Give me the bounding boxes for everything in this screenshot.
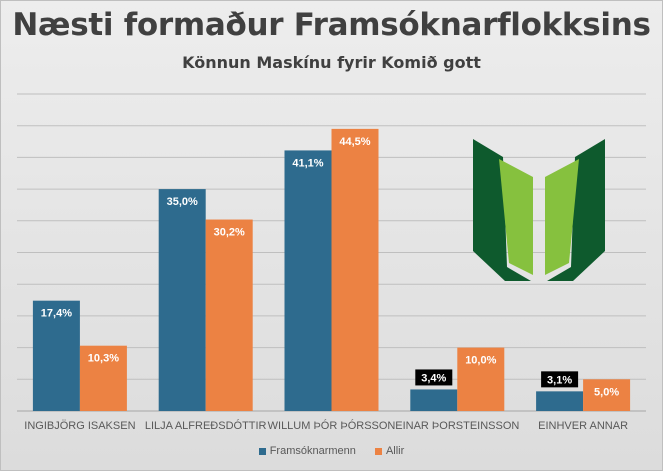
bar-framsoknarmenn (32, 300, 80, 411)
x-tick-label: LILJA ALFREÐSDÓTTIR (145, 419, 267, 432)
bar-framsoknarmenn (536, 391, 584, 411)
data-label: 44,5% (339, 136, 370, 148)
chart-subtitle: Könnun Maskínu fyrir Komið gott (182, 53, 481, 72)
legend: Framsóknarmenn Allir (1, 445, 662, 457)
data-label: 5,0% (594, 386, 619, 398)
data-label: 30,2% (214, 227, 245, 239)
legend-label-allir: Allir (385, 445, 405, 458)
legend-swatch-framsoknarmenn (258, 447, 266, 455)
legend-swatch-allir (374, 447, 382, 455)
chart-title: Næsti formaður Framsóknarflokksins (12, 7, 651, 43)
data-label: 3,4% (421, 372, 446, 384)
bar-allir (457, 347, 505, 411)
data-label: 10,3% (88, 353, 119, 365)
x-tick-label: INGIBJÖRG ISAKSEN (24, 420, 135, 432)
data-label: 35,0% (167, 196, 198, 208)
data-label: 10,0% (465, 355, 496, 367)
legend-label-framsoknarmenn: Framsóknarmenn (269, 445, 356, 458)
party-logo (473, 139, 605, 281)
data-label: 41,1% (292, 157, 323, 169)
legend-item-allir: Allir (374, 445, 405, 458)
x-tick-label: EINHVER ANNAR (538, 420, 628, 432)
bar-allir (583, 379, 631, 411)
bar-allir (205, 219, 253, 411)
legend-item-framsoknarmenn: Framsóknarmenn (258, 445, 356, 458)
x-tick-label: WILLUM ÞÓR ÞÓRSSON (268, 419, 396, 432)
x-tick-label: EINAR ÞORSTEINSSON (395, 420, 519, 432)
bar-allir (331, 128, 379, 411)
data-label-box (541, 371, 579, 388)
bar-allir (79, 345, 127, 411)
data-label-box (415, 369, 453, 386)
data-label: 3,1% (547, 374, 572, 386)
data-label: 17,4% (41, 308, 72, 320)
bar-framsoknarmenn (284, 150, 332, 411)
bar-framsoknarmenn (410, 389, 458, 411)
bar-framsoknarmenn (158, 189, 206, 411)
